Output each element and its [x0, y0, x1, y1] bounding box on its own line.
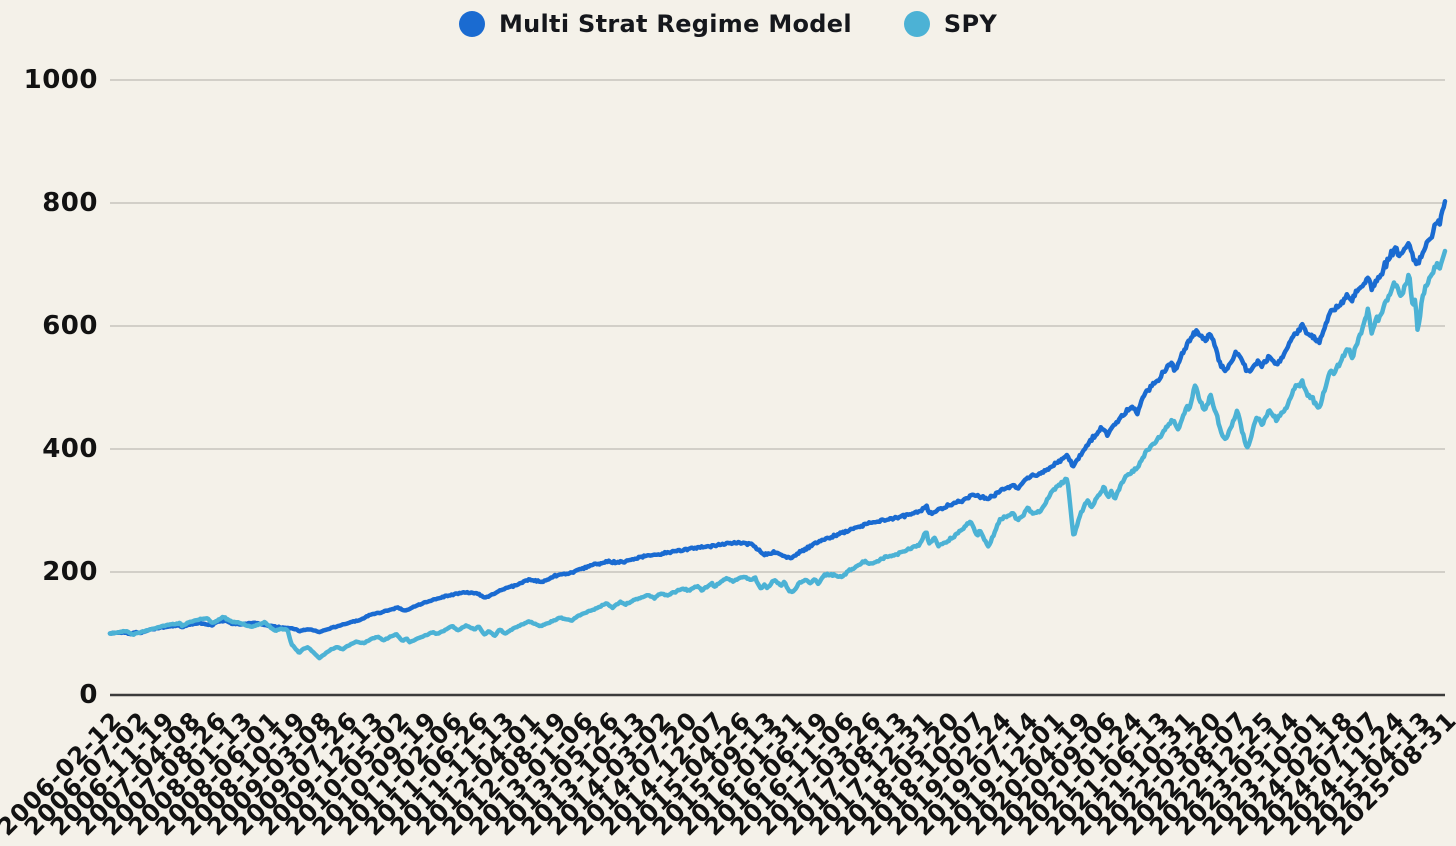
y-tick-label: 200: [42, 557, 98, 587]
y-tick-label: 400: [42, 434, 98, 464]
y-tick-label: 600: [42, 311, 98, 341]
series-line-spy: [107, 248, 1448, 661]
legend-marker-model-icon: [458, 11, 485, 37]
legend-label-spy: SPY: [943, 10, 998, 38]
legend-item-model: Multi Strat Regime Model: [458, 10, 852, 38]
legend: Multi Strat Regime Model SPY: [0, 10, 1456, 38]
y-tick-label: 1000: [24, 65, 98, 95]
y-tick-label: 0: [79, 680, 98, 710]
legend-label-model: Multi Strat Regime Model: [498, 10, 852, 38]
y-tick-label: 800: [42, 188, 98, 218]
legend-marker-spy-icon: [903, 11, 930, 37]
legend-item-spy: SPY: [903, 10, 998, 38]
series-line-model: [107, 198, 1448, 637]
